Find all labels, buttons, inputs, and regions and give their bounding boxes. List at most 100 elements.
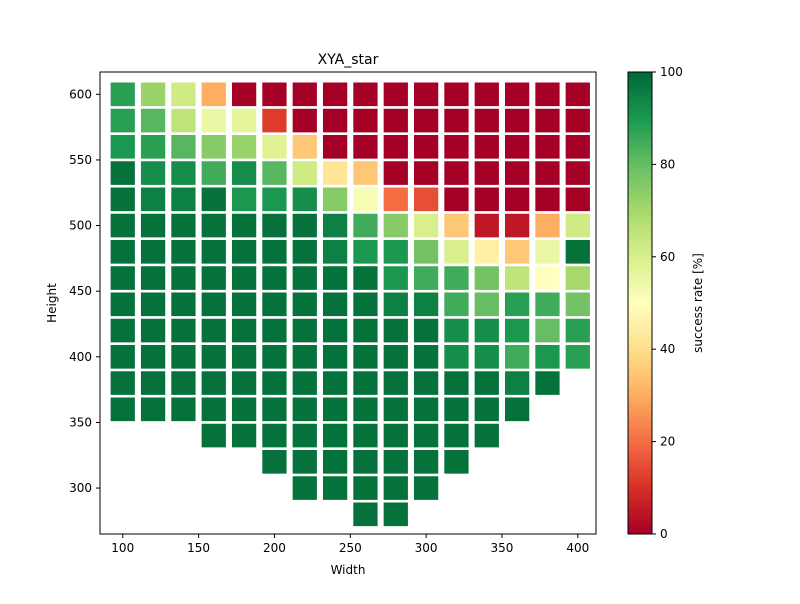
heatmap-cell [262,345,287,369]
x-tick-label: 400 [566,541,589,555]
heatmap-cell [322,476,348,500]
heatmap-cell [565,266,590,290]
heatmap-cell [322,266,348,290]
heatmap-cell [322,423,348,448]
heatmap-cell [413,161,439,185]
heatmap-cell [322,397,348,422]
heatmap-cells [110,82,590,527]
heatmap-cell [140,213,166,238]
heatmap-cell [110,345,135,369]
heatmap-cell [413,345,439,369]
plot-frame [99,71,597,535]
heatmap-cell [353,476,378,500]
heatmap-cell [565,292,590,317]
heatmap-cell [383,345,408,369]
heatmap-cell [353,82,378,107]
heatmap-cell [474,108,499,133]
heatmap-cell [201,397,226,422]
heatmap-cell [322,108,348,133]
y-axis-label: Height [45,283,59,323]
heatmap-cell [231,423,257,448]
heatmap-cell [292,187,317,212]
heatmap-cell [140,292,166,317]
heatmap-cell [322,371,348,395]
y-tick-label: 350 [69,415,92,429]
heatmap-cell [504,292,530,317]
y-axis: 300 350 400 450 500 550 600 [69,87,100,495]
heatmap-cell [565,82,590,107]
heatmap-cell [322,187,348,212]
x-tick-label: 100 [111,541,134,555]
heatmap-cell [444,345,469,369]
x-tick-label: 150 [187,541,210,555]
x-tick-label: 200 [263,541,286,555]
heatmap-cell [504,82,530,107]
heatmap-cell [565,161,590,185]
heatmap-cell [474,292,499,317]
heatmap-cell [292,135,317,159]
heatmap-cell [322,450,348,474]
heatmap-cell [383,108,408,133]
heatmap-cell [292,266,317,290]
heatmap-cell [444,318,469,343]
heatmap-cell [474,187,499,212]
heatmap-cell [383,450,408,474]
heatmap-cell [140,318,166,343]
heatmap-cell [353,371,378,395]
heatmap-cell [383,371,408,395]
heatmap-cell [231,345,257,369]
heatmap-cell [262,187,287,212]
colorbar-tick-label: 100 [660,65,683,79]
heatmap-cell [353,213,378,238]
heatmap-cell [535,240,560,264]
heatmap-cell [262,82,287,107]
heatmap-cell [565,345,590,369]
heatmap-cell [231,318,257,343]
heatmap-cell [413,266,439,290]
heatmap-cell [353,266,378,290]
heatmap-cell [353,423,378,448]
heatmap-cell [171,397,196,422]
heatmap-cell [201,371,226,395]
x-tick-label: 250 [339,541,362,555]
heatmap-cell [413,135,439,159]
heatmap-cell [565,240,590,264]
heatmap-cell [504,371,530,395]
heatmap-cell [201,135,226,159]
heatmap-cell [322,135,348,159]
heatmap-cell [110,371,135,395]
heatmap-cell [292,476,317,500]
heatmap-cell [140,161,166,185]
heatmap-cell [171,161,196,185]
heatmap-cell [110,240,135,264]
heatmap-cell [565,135,590,159]
heatmap-cell [413,240,439,264]
heatmap-cell [504,187,530,212]
heatmap-cell [322,161,348,185]
heatmap-cell [504,345,530,369]
heatmap-cell [413,476,439,500]
heatmap-cell [292,213,317,238]
heatmap-cell [383,397,408,422]
heatmap-cell [201,423,226,448]
heatmap-cell [444,292,469,317]
heatmap-cell [383,502,408,527]
heatmap-cell [140,345,166,369]
heatmap-cell [444,161,469,185]
heatmap-cell [292,371,317,395]
heatmap-cell [565,213,590,238]
heatmap-cell [262,318,287,343]
heatmap-cell [383,292,408,317]
heatmap-cell [444,397,469,422]
heatmap-cell [353,345,378,369]
heatmap-cell [474,345,499,369]
heatmap-cell [292,240,317,264]
heatmap-cell [140,371,166,395]
colorbar-tick-label: 20 [660,435,675,449]
heatmap-cell [383,187,408,212]
heatmap-cell [201,266,226,290]
heatmap-cell [140,397,166,422]
heatmap-cell [353,135,378,159]
colorbar [627,71,653,535]
